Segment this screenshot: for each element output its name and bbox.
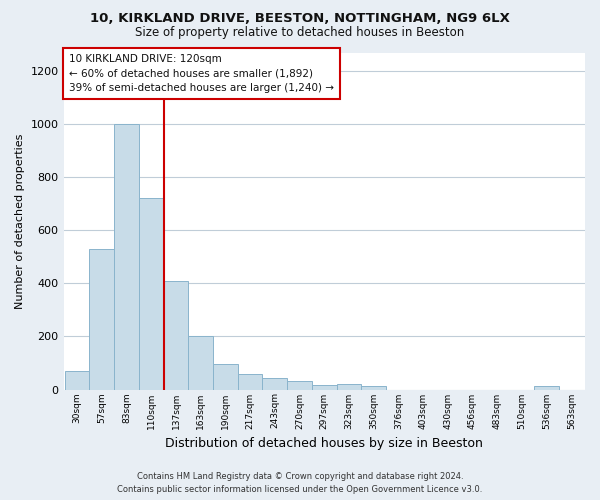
Bar	[114, 124, 139, 390]
Y-axis label: Number of detached properties: Number of detached properties	[15, 134, 25, 308]
Text: 10, KIRKLAND DRIVE, BEESTON, NOTTINGHAM, NG9 6LX: 10, KIRKLAND DRIVE, BEESTON, NOTTINGHAM,…	[90, 12, 510, 26]
X-axis label: Distribution of detached houses by size in Beeston: Distribution of detached houses by size …	[166, 437, 483, 450]
Bar	[262, 378, 287, 390]
Bar	[287, 381, 312, 390]
Bar	[312, 384, 337, 390]
Bar	[213, 364, 238, 390]
Bar	[188, 336, 213, 390]
Bar	[361, 386, 386, 390]
Bar	[535, 386, 559, 390]
Text: Contains HM Land Registry data © Crown copyright and database right 2024.
Contai: Contains HM Land Registry data © Crown c…	[118, 472, 482, 494]
Bar	[238, 374, 262, 390]
Text: Size of property relative to detached houses in Beeston: Size of property relative to detached ho…	[136, 26, 464, 39]
Text: 10 KIRKLAND DRIVE: 120sqm
← 60% of detached houses are smaller (1,892)
39% of se: 10 KIRKLAND DRIVE: 120sqm ← 60% of detac…	[69, 54, 334, 93]
Bar	[89, 249, 114, 390]
Bar	[65, 371, 89, 390]
Bar	[337, 384, 361, 390]
Bar	[164, 280, 188, 390]
Bar	[139, 198, 164, 390]
